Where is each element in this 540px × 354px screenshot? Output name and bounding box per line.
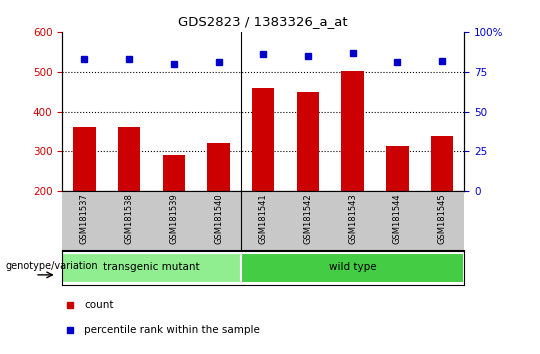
- Text: GSM181543: GSM181543: [348, 193, 357, 244]
- Bar: [297, 92, 319, 191]
- Text: count: count: [84, 300, 114, 310]
- Text: GSM181545: GSM181545: [437, 193, 447, 244]
- Text: GSM181538: GSM181538: [125, 193, 134, 244]
- Bar: [62, 253, 241, 283]
- Bar: [341, 71, 364, 191]
- Bar: [431, 136, 453, 191]
- Text: GSM181544: GSM181544: [393, 193, 402, 244]
- Text: GSM181540: GSM181540: [214, 193, 223, 244]
- Title: GDS2823 / 1383326_a_at: GDS2823 / 1383326_a_at: [178, 15, 348, 28]
- Text: GSM181541: GSM181541: [259, 193, 268, 244]
- Bar: [207, 143, 230, 191]
- Bar: [118, 127, 140, 191]
- Bar: [386, 146, 409, 191]
- Text: transgenic mutant: transgenic mutant: [103, 262, 200, 273]
- Text: GSM181537: GSM181537: [80, 193, 89, 244]
- Text: genotype/variation: genotype/variation: [5, 262, 98, 272]
- Bar: [73, 127, 96, 191]
- Text: percentile rank within the sample: percentile rank within the sample: [84, 325, 260, 335]
- Text: GSM181542: GSM181542: [303, 193, 313, 244]
- Text: wild type: wild type: [329, 262, 376, 273]
- Bar: [241, 253, 464, 283]
- Text: GSM181539: GSM181539: [170, 193, 178, 244]
- Bar: [252, 88, 274, 191]
- Bar: [163, 155, 185, 191]
